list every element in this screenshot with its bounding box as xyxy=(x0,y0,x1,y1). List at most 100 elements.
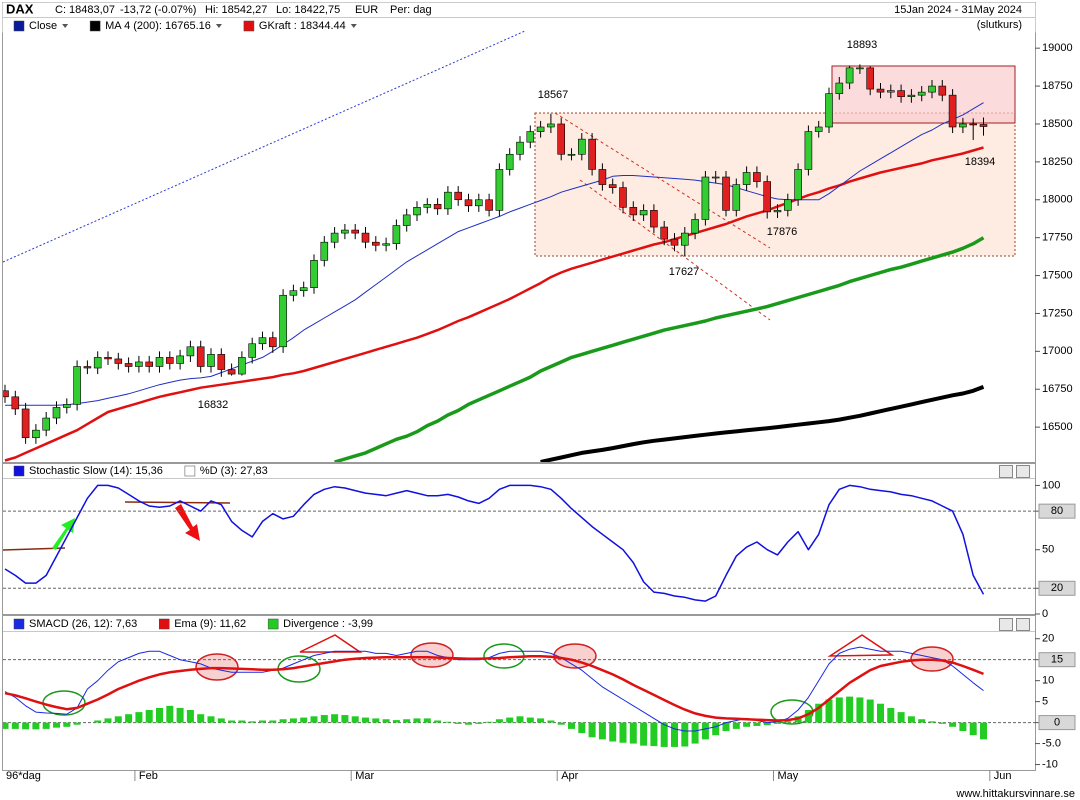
legend-dropdown[interactable] xyxy=(215,24,222,28)
divergence-bar xyxy=(269,720,277,723)
candle-body xyxy=(804,131,813,170)
y-tick-label: 17750 xyxy=(1042,232,1073,244)
quote-currency: EUR xyxy=(355,4,378,16)
y-tick-label: 17250 xyxy=(1042,307,1073,319)
candle-body xyxy=(299,287,308,292)
y-tick-label: 16750 xyxy=(1042,383,1073,395)
candle-body xyxy=(238,357,246,375)
legend-label: GKraft : 18344.44 xyxy=(259,20,346,32)
divergence-bar xyxy=(207,716,215,723)
y-tick-label: 15 xyxy=(1051,654,1063,666)
candle-body xyxy=(907,94,916,97)
candle-body xyxy=(639,210,648,216)
legend-swatch xyxy=(243,20,255,32)
annotation: 18394 xyxy=(965,156,996,168)
candle-body xyxy=(382,243,390,246)
candle-body xyxy=(186,346,195,357)
candle-body xyxy=(52,407,61,419)
divergence-bar xyxy=(413,718,421,723)
divergence-bar xyxy=(434,720,442,723)
divergence-bar xyxy=(104,718,112,723)
divergence-bar xyxy=(114,716,122,723)
panel-tools xyxy=(999,465,1030,631)
divergence-bar xyxy=(166,705,174,723)
candle-body xyxy=(371,241,380,246)
candle-body xyxy=(268,337,277,348)
y-tick-label: 10 xyxy=(1042,675,1054,687)
candle-body xyxy=(454,191,463,201)
divergence-bar xyxy=(804,710,812,723)
candle-body xyxy=(392,225,401,245)
ma-line xyxy=(5,102,984,406)
candle-body xyxy=(320,241,329,261)
candle-body xyxy=(279,294,287,348)
divergence-bar xyxy=(362,717,369,723)
divergence-bar xyxy=(197,714,205,723)
y-tick-label: 0 xyxy=(1042,608,1048,620)
close-icon[interactable] xyxy=(1016,465,1030,478)
title: DAX xyxy=(6,1,34,16)
x-tick-label: Feb xyxy=(139,770,158,782)
divergence-bar xyxy=(701,722,709,740)
divergence-bar xyxy=(866,699,874,723)
quote-period: Per: dag xyxy=(390,4,432,16)
candle-body xyxy=(598,169,607,185)
annotation: 18893 xyxy=(847,39,878,51)
candle-body xyxy=(83,366,92,369)
legend-dropdown[interactable] xyxy=(350,24,357,28)
y-tick-label: 17500 xyxy=(1042,269,1073,281)
divergence-bar xyxy=(186,710,194,723)
candle-body xyxy=(423,204,432,208)
candle-body xyxy=(928,85,936,93)
divergence-bar xyxy=(300,717,308,723)
candle-body xyxy=(588,138,596,170)
candle-body xyxy=(135,361,143,367)
candle-body xyxy=(413,207,421,216)
divergence-bar xyxy=(42,722,50,729)
candle-body xyxy=(310,260,318,288)
candle-body xyxy=(227,369,236,375)
candle-body xyxy=(516,141,524,155)
legend-label: Stochastic Slow (14): 15,36 xyxy=(29,465,163,477)
divergence-bar xyxy=(156,707,163,723)
ma-line xyxy=(540,385,985,462)
candle-body xyxy=(979,124,988,127)
divergence-bar xyxy=(588,722,596,738)
legend-dropdown[interactable] xyxy=(62,24,69,28)
candle-body xyxy=(783,199,792,211)
trend-line xyxy=(2,30,526,263)
divergence-bar xyxy=(784,721,792,723)
divergence-bar xyxy=(537,718,545,723)
divergence-bar xyxy=(938,722,946,724)
candle-body xyxy=(433,204,442,210)
candle-body xyxy=(93,357,102,369)
divergence-bar xyxy=(516,716,524,723)
divergence-bar xyxy=(217,718,225,723)
divergence-bar xyxy=(598,722,606,740)
legend-label: Close xyxy=(29,20,57,32)
settings-icon[interactable] xyxy=(999,465,1013,478)
close-icon[interactable] xyxy=(1016,618,1030,631)
candle-body xyxy=(248,343,256,358)
settings-icon[interactable] xyxy=(999,618,1013,631)
divergence-bar xyxy=(835,697,843,723)
legend-swatch xyxy=(13,465,25,477)
candle-body xyxy=(547,123,555,128)
line xyxy=(4,646,984,732)
candle-body xyxy=(402,214,411,226)
legend-swatch xyxy=(89,20,101,32)
divergence-bar xyxy=(351,716,359,723)
candle-body xyxy=(485,199,493,211)
divergence-bar xyxy=(32,722,40,730)
candle-body xyxy=(835,82,844,94)
candle-body xyxy=(536,126,545,132)
legend-swatch xyxy=(13,20,25,32)
candle-body xyxy=(959,123,967,128)
legend-label: Ema (9): 11,62 xyxy=(174,618,246,630)
candle-body xyxy=(73,366,81,405)
candle-body xyxy=(619,187,627,208)
candle-body xyxy=(62,404,71,408)
x-tick-label: Mar xyxy=(355,770,374,782)
divergence-bar xyxy=(372,718,380,723)
